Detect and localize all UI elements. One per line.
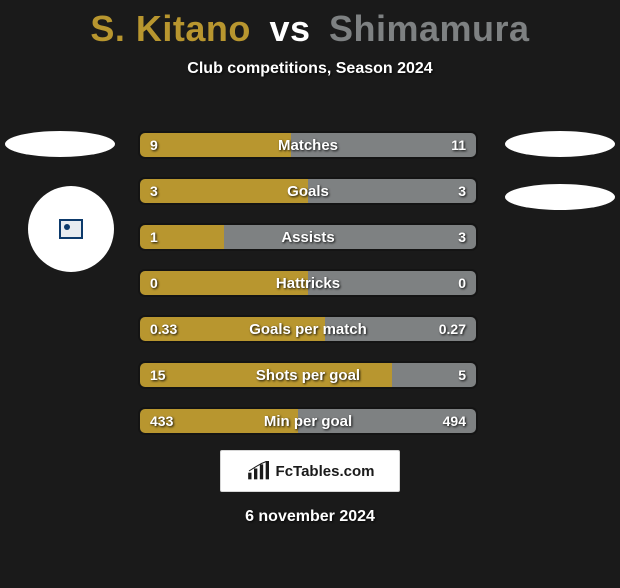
stat-row: 433494Min per goal bbox=[138, 407, 478, 435]
stat-label: Matches bbox=[140, 133, 476, 157]
stat-label: Goals per match bbox=[140, 317, 476, 341]
date-text: 6 november 2024 bbox=[0, 508, 620, 526]
stat-row: 155Shots per goal bbox=[138, 361, 478, 389]
player-photo-placeholder bbox=[28, 186, 114, 272]
stat-row: 0.330.27Goals per match bbox=[138, 315, 478, 343]
stat-label: Goals bbox=[140, 179, 476, 203]
stat-row: 911Matches bbox=[138, 131, 478, 159]
stat-row: 00Hattricks bbox=[138, 269, 478, 297]
team-badge-right-2 bbox=[505, 184, 615, 210]
player2-name: Shimamura bbox=[329, 8, 530, 49]
comparison-title: S. Kitano vs Shimamura bbox=[0, 8, 620, 50]
stat-label: Min per goal bbox=[140, 409, 476, 433]
stats-bars: 911Matches 33Goals 13Assists 00Hattricks 0.3… bbox=[138, 131, 478, 453]
subtitle: Club competitions, Season 2024 bbox=[0, 60, 620, 78]
stat-row: 33Goals bbox=[138, 177, 478, 205]
logo-text: FcTables.com bbox=[276, 463, 375, 480]
player1-name: S. Kitano bbox=[90, 8, 251, 49]
bars-icon bbox=[246, 461, 272, 481]
team-badge-left bbox=[5, 131, 115, 157]
team-badge-right-1 bbox=[505, 131, 615, 157]
photo-icon bbox=[59, 219, 83, 239]
fctables-logo: FcTables.com bbox=[220, 450, 400, 492]
stat-label: Shots per goal bbox=[140, 363, 476, 387]
stat-label: Assists bbox=[140, 225, 476, 249]
stat-row: 13Assists bbox=[138, 223, 478, 251]
stat-label: Hattricks bbox=[140, 271, 476, 295]
vs-text: vs bbox=[269, 8, 310, 49]
